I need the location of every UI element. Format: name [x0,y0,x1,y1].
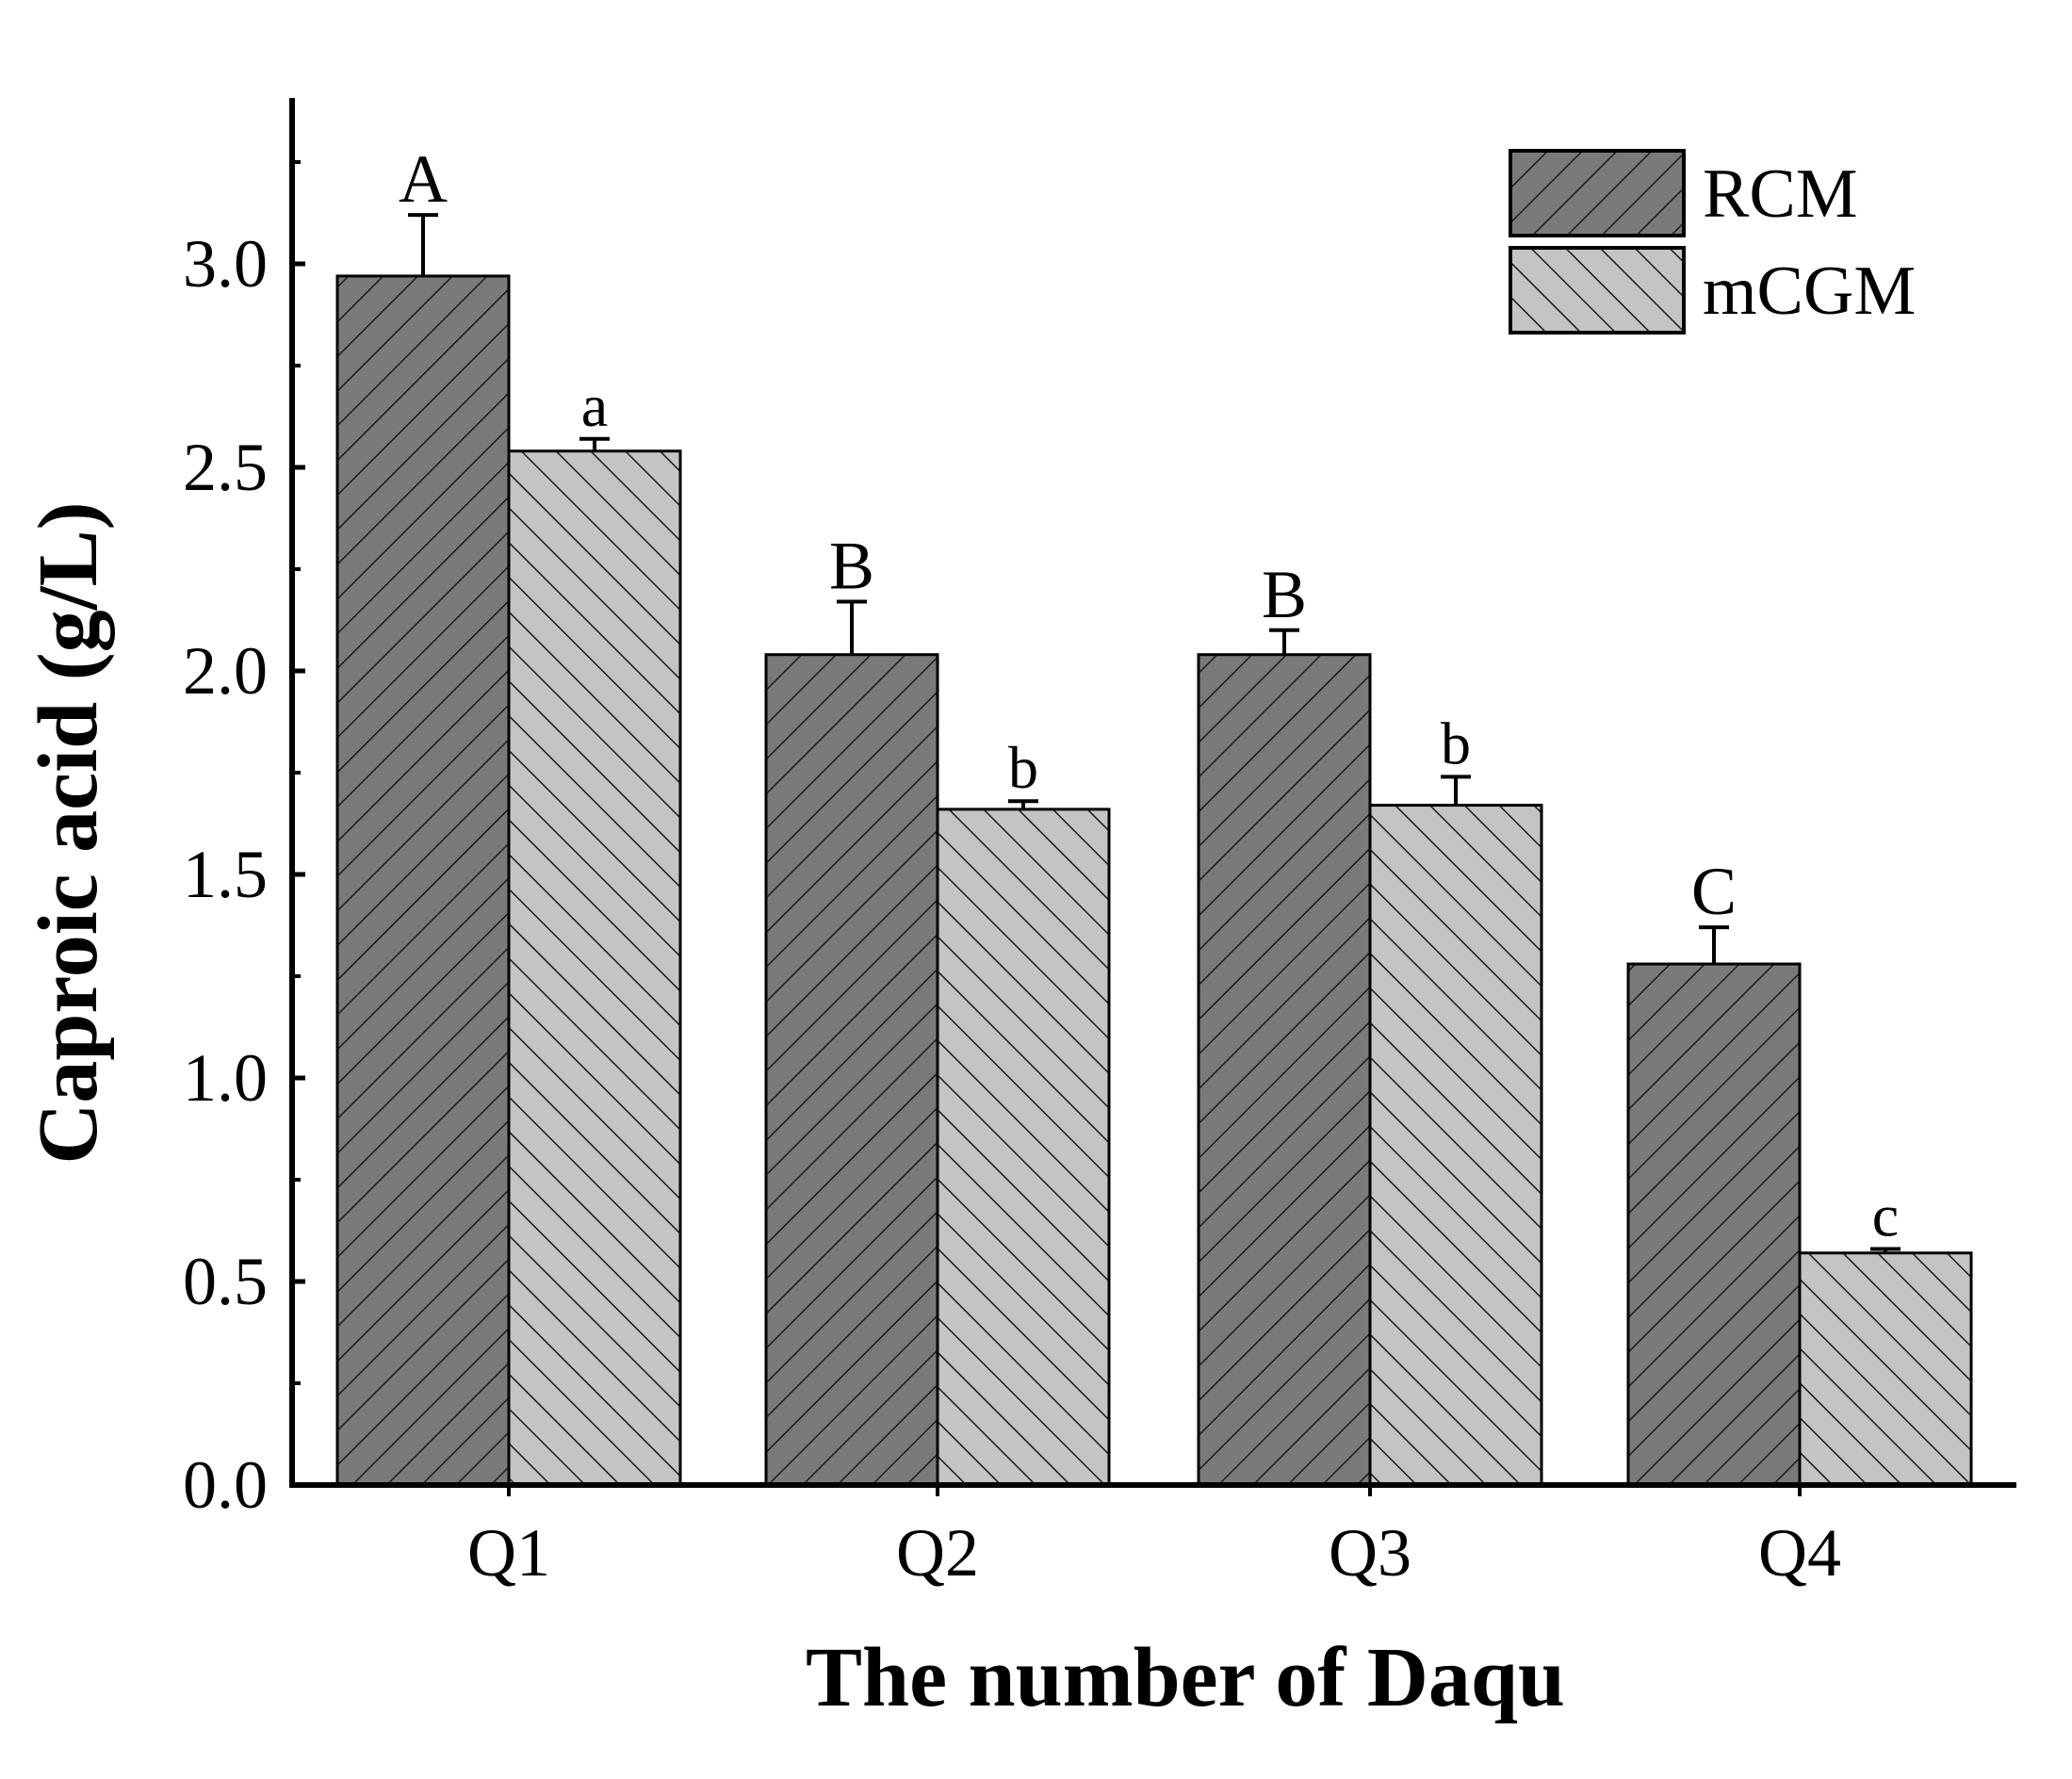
significance-label: B [1262,557,1307,632]
bar-rcm-q1 [335,274,511,1487]
legend-label-rcm: RCM [1703,155,1858,233]
significance-label: A [399,141,448,217]
significance-label: c [1872,1182,1899,1249]
y-tick-label: 3.0 [183,226,268,302]
y-tick-label: 0.5 [183,1244,268,1319]
y-tick-label: 2.0 [183,633,268,709]
bar-rcm-q3 [1197,653,1372,1487]
legend-label-mcgm: mCGM [1703,253,1916,330]
significance-label: a [581,372,608,439]
legend: RCM mCGM [1509,149,1916,335]
axes: 0.0 0.5 1.0 1.5 2.0 2.5 3.0 Q1 Q2 Q3 Q4 [183,98,2016,1591]
x-axis-title: The number of Daqu [806,1631,1565,1724]
significance-label: B [829,529,874,604]
bar-mcgm-q2 [936,808,1111,1487]
legend-swatch-rcm [1509,149,1686,237]
significance-label: b [1441,710,1471,776]
x-tick-label: Q1 [467,1515,550,1591]
y-tick-label: 1.5 [183,837,268,912]
y-axis-title: Caproic acid (g/L) [22,501,115,1164]
bars-layer: A B B Ca b b c [335,141,1973,1487]
bar-rcm-q2 [764,653,939,1487]
x-tick-label: Q2 [896,1515,979,1591]
bar-mcgm-q3 [1368,804,1543,1487]
x-tick-label: Q3 [1329,1515,1411,1591]
legend-swatch-mcgm [1509,246,1686,335]
bar-mcgm-q1 [507,449,682,1487]
significance-label: C [1691,854,1737,929]
bar-mcgm-q4 [1798,1251,1973,1487]
x-tick-label: Q4 [1758,1515,1841,1591]
y-tick-label: 1.0 [183,1040,268,1116]
y-tick-label: 0.0 [183,1447,268,1523]
y-tick-label: 2.5 [183,430,268,505]
significance-label: b [1008,734,1038,801]
bar-rcm-q4 [1626,962,1802,1487]
